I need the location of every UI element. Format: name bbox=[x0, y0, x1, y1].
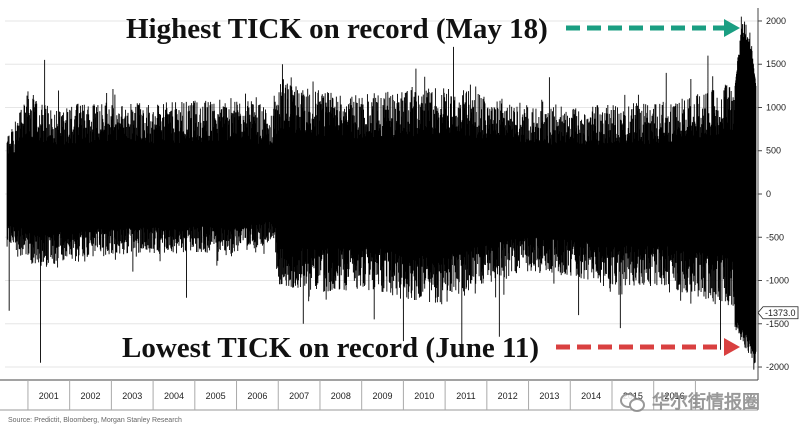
y-tick-label: 500 bbox=[766, 146, 781, 156]
x-tick-label: 2003 bbox=[122, 391, 142, 401]
annotation-highest: Highest TICK on record (May 18) bbox=[126, 13, 548, 45]
source-note: Source: Predictit, Bloomberg, Morgan Sta… bbox=[8, 417, 182, 424]
arrow-high-head bbox=[724, 19, 740, 37]
y-tick-label: 2000 bbox=[766, 16, 786, 26]
watermark-text: 华尔街情报圈 bbox=[652, 392, 760, 413]
annotations: Highest TICK on record (May 18) Lowest T… bbox=[122, 13, 548, 364]
last-value-box bbox=[757, 306, 799, 320]
x-tick-label: 2016 bbox=[665, 391, 685, 401]
last-value-tag: -1373.0 bbox=[757, 306, 799, 320]
y-tick-label: -1500 bbox=[766, 319, 789, 329]
x-tick-label: 2004 bbox=[164, 391, 184, 401]
watermark: 华尔街情报圈 bbox=[620, 388, 760, 414]
y-tick-label: 1000 bbox=[766, 102, 786, 112]
x-tick-label: 2011 bbox=[456, 391, 475, 401]
x-tick-label: 2014 bbox=[581, 391, 601, 401]
arrow-low-head bbox=[724, 338, 740, 356]
x-tick-label: 2010 bbox=[414, 391, 434, 401]
x-tick-label: 2006 bbox=[247, 391, 267, 401]
x-tick-label: 2008 bbox=[331, 391, 351, 401]
tick-range-bars bbox=[6, 16, 757, 370]
y-tick-label: -2000 bbox=[766, 362, 789, 372]
y-tick-label: -500 bbox=[766, 232, 784, 242]
y-axis-ticks: 2000 1500 1000 500 0 -500 -1000 -1500 -2000 bbox=[758, 16, 789, 372]
x-tick-label: 2002 bbox=[81, 391, 101, 401]
y-tick-label: 1500 bbox=[766, 59, 786, 69]
wechat-logo-icon bbox=[620, 391, 646, 412]
x-tick-label: 2012 bbox=[498, 391, 518, 401]
x-tick-label: 2013 bbox=[539, 391, 559, 401]
x-axis-ticks: 2001 2002 2003 2004 2005 2006 2007 2008 2009 2010… bbox=[27, 380, 696, 410]
x-tick-label: 2001 bbox=[39, 391, 59, 401]
last-value-label: -1373.0 bbox=[765, 308, 796, 318]
y-tick-label: -1000 bbox=[766, 276, 789, 286]
tick-bars bbox=[6, 16, 757, 370]
annotation-arrows bbox=[556, 19, 740, 356]
y-tick-label: 0 bbox=[766, 189, 771, 199]
x-tick-label: 2005 bbox=[206, 391, 226, 401]
x-tick-label: 2009 bbox=[373, 391, 393, 401]
x-tick-label: 2007 bbox=[289, 391, 309, 401]
annotation-lowest: Lowest TICK on record (June 11) bbox=[122, 332, 539, 364]
